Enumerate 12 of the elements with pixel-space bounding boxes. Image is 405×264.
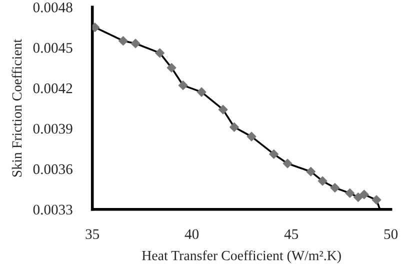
y-tick-label: 0.0033	[33, 204, 72, 215]
y-tick-label: 0.0048	[33, 2, 72, 12]
x-tick-label: 35	[86, 229, 100, 240]
y-tick-label: 0.0039	[33, 124, 72, 134]
x-tick-label: 45	[284, 229, 298, 240]
y-tick-label: 0.0036	[33, 164, 72, 174]
x-tick-label: 40	[184, 229, 199, 240]
y-axis-title: Skin Friction Coefficient	[12, 39, 22, 177]
x-axis-title: Heat Transfer Coefficient (W/m².K)	[142, 250, 341, 264]
x-tick-label: 50	[384, 229, 398, 240]
y-tick-label: 0.0042	[33, 83, 72, 94]
y-tick-label: 0.0045	[33, 42, 72, 53]
